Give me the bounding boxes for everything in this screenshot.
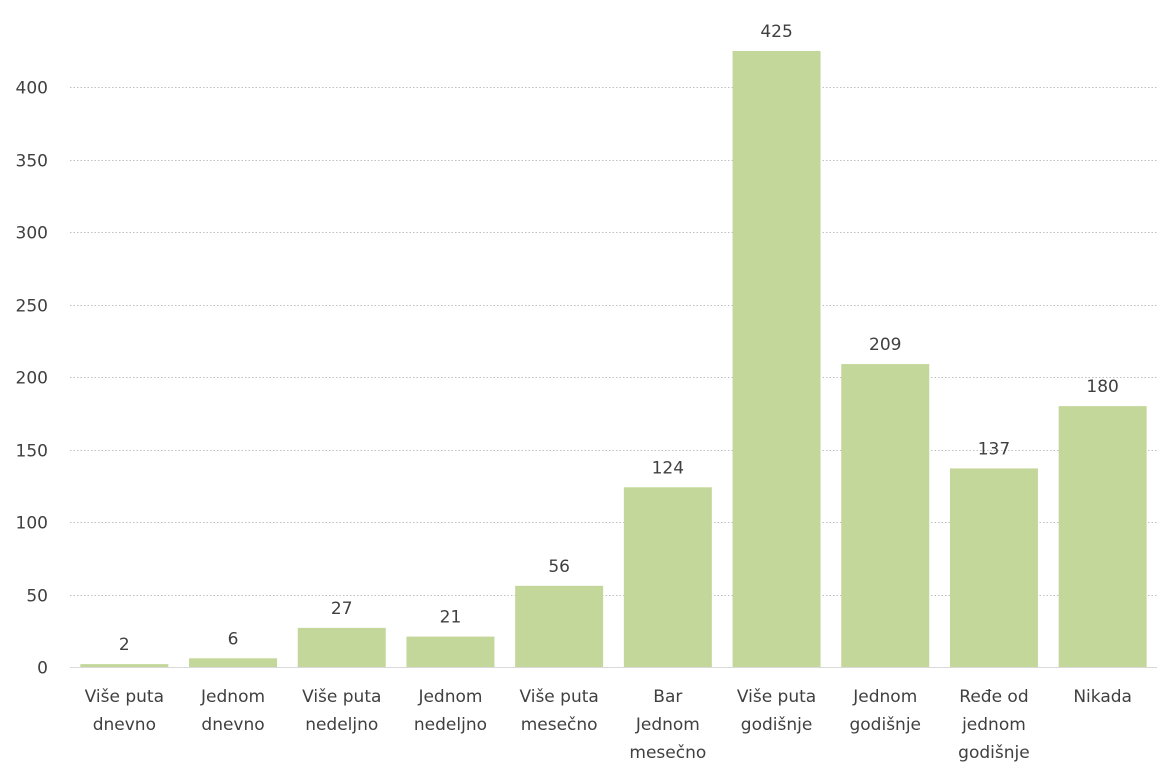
data-label: 6 bbox=[228, 629, 239, 649]
x-category-label: Više puta bbox=[519, 687, 598, 707]
x-category-label: Jednom bbox=[852, 687, 917, 707]
data-label: 209 bbox=[869, 335, 901, 355]
data-label: 425 bbox=[760, 22, 792, 42]
x-category-label: Više puta bbox=[737, 687, 816, 707]
x-category-label: Ređe od bbox=[959, 687, 1028, 707]
x-category-label: Nikada bbox=[1073, 687, 1132, 707]
x-category-label: Jednom bbox=[635, 715, 700, 735]
bars bbox=[80, 51, 1147, 667]
x-category-label: Jednom bbox=[200, 687, 265, 707]
y-axis-ticks: 0 50 100 150 200 250 300 350 400 bbox=[16, 79, 48, 679]
bar bbox=[623, 487, 712, 667]
x-category-label: godišnje bbox=[958, 743, 1030, 763]
bar bbox=[406, 636, 495, 667]
bar bbox=[297, 627, 386, 667]
data-labels: 2 6 27 21 56 124 425 209 137 180 bbox=[119, 22, 1119, 655]
x-category-label: mesečno bbox=[521, 715, 598, 735]
y-tick-label: 300 bbox=[16, 224, 48, 244]
y-tick-label: 50 bbox=[26, 587, 48, 607]
x-category-label: godišnje bbox=[849, 715, 921, 735]
data-label: 180 bbox=[1086, 377, 1118, 397]
data-label: 21 bbox=[440, 608, 462, 628]
data-label: 2 bbox=[119, 635, 130, 655]
x-axis-labels: Više puta dnevno Jednom dnevno Više puta nede… bbox=[85, 687, 1132, 763]
x-category-label: Više puta bbox=[302, 687, 381, 707]
data-label: 137 bbox=[978, 439, 1010, 459]
x-category-label: mesečno bbox=[629, 743, 706, 763]
y-tick-label: 0 bbox=[37, 659, 48, 679]
y-tick-label: 400 bbox=[16, 79, 48, 99]
data-label: 27 bbox=[331, 599, 353, 619]
y-tick-label: 350 bbox=[16, 152, 48, 172]
y-tick-label: 200 bbox=[16, 369, 48, 389]
x-category-label: dnevno bbox=[201, 715, 264, 735]
bar bbox=[732, 51, 821, 667]
x-category-label: nedeljno bbox=[414, 715, 487, 735]
y-tick-label: 150 bbox=[16, 442, 48, 462]
bar bbox=[1058, 406, 1147, 667]
x-category-label: godišnje bbox=[741, 715, 813, 735]
x-category-label: Jednom bbox=[417, 687, 482, 707]
y-tick-label: 100 bbox=[16, 514, 48, 534]
x-category-label: nedeljno bbox=[305, 715, 378, 735]
bar bbox=[515, 585, 604, 667]
x-category-label: dnevno bbox=[93, 715, 156, 735]
x-category-label: jednom bbox=[961, 715, 1026, 735]
x-category-label: Bar bbox=[653, 687, 682, 707]
data-label: 56 bbox=[548, 557, 570, 577]
bar bbox=[949, 468, 1038, 667]
bar bbox=[80, 664, 169, 667]
data-label: 124 bbox=[652, 458, 684, 478]
bar bbox=[189, 658, 278, 667]
bar bbox=[841, 364, 930, 667]
y-tick-label: 250 bbox=[16, 297, 48, 317]
x-category-label: Više puta bbox=[85, 687, 164, 707]
gridlines bbox=[70, 87, 1157, 668]
